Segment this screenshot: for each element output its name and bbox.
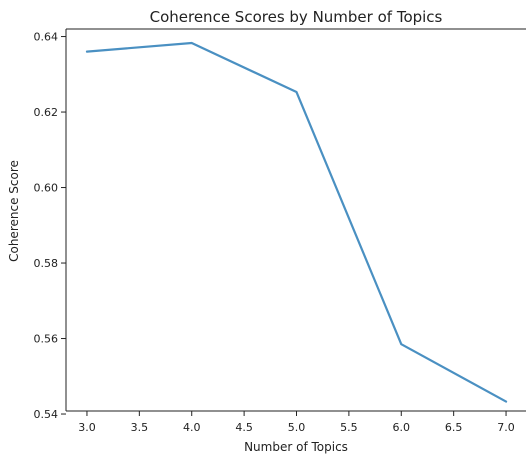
y-tick-label-5: 0.64 [34,31,59,44]
x-tick-label-3: 4.5 [235,421,253,434]
x-tick-label-8: 7.0 [497,421,515,434]
x-tick-label-2: 4.0 [183,421,201,434]
x-tick-label-7: 6.5 [445,421,463,434]
y-tick-label-4: 0.62 [34,106,59,119]
series-layer [85,41,508,403]
y-tick-label-1: 0.56 [34,333,59,346]
plot-frame [65,28,526,412]
y-tick-label-3: 0.60 [34,182,59,195]
y-tick-label-0: 0.54 [34,408,59,421]
coherence-series-line [85,41,508,403]
x-tick-label-6: 6.0 [393,421,411,434]
x-axis-ticks: 3.0 3.5 4.0 4.5 5.0 5.5 6.0 6.5 7.0 [78,411,515,434]
x-tick-label-5: 5.5 [340,421,358,434]
x-tick-label-0: 3.0 [78,421,96,434]
x-tick-label-4: 5.0 [288,421,306,434]
x-tick-label-1: 3.5 [131,421,149,434]
y-axis-ticks: 0.54 0.56 0.58 0.60 0.62 0.64 [34,31,66,421]
y-tick-label-2: 0.58 [34,257,59,270]
y-axis-label: Coherence Score [7,160,21,262]
chart-title: Coherence Scores by Number of Topics [150,8,443,26]
x-axis-label: Number of Topics [244,440,348,454]
